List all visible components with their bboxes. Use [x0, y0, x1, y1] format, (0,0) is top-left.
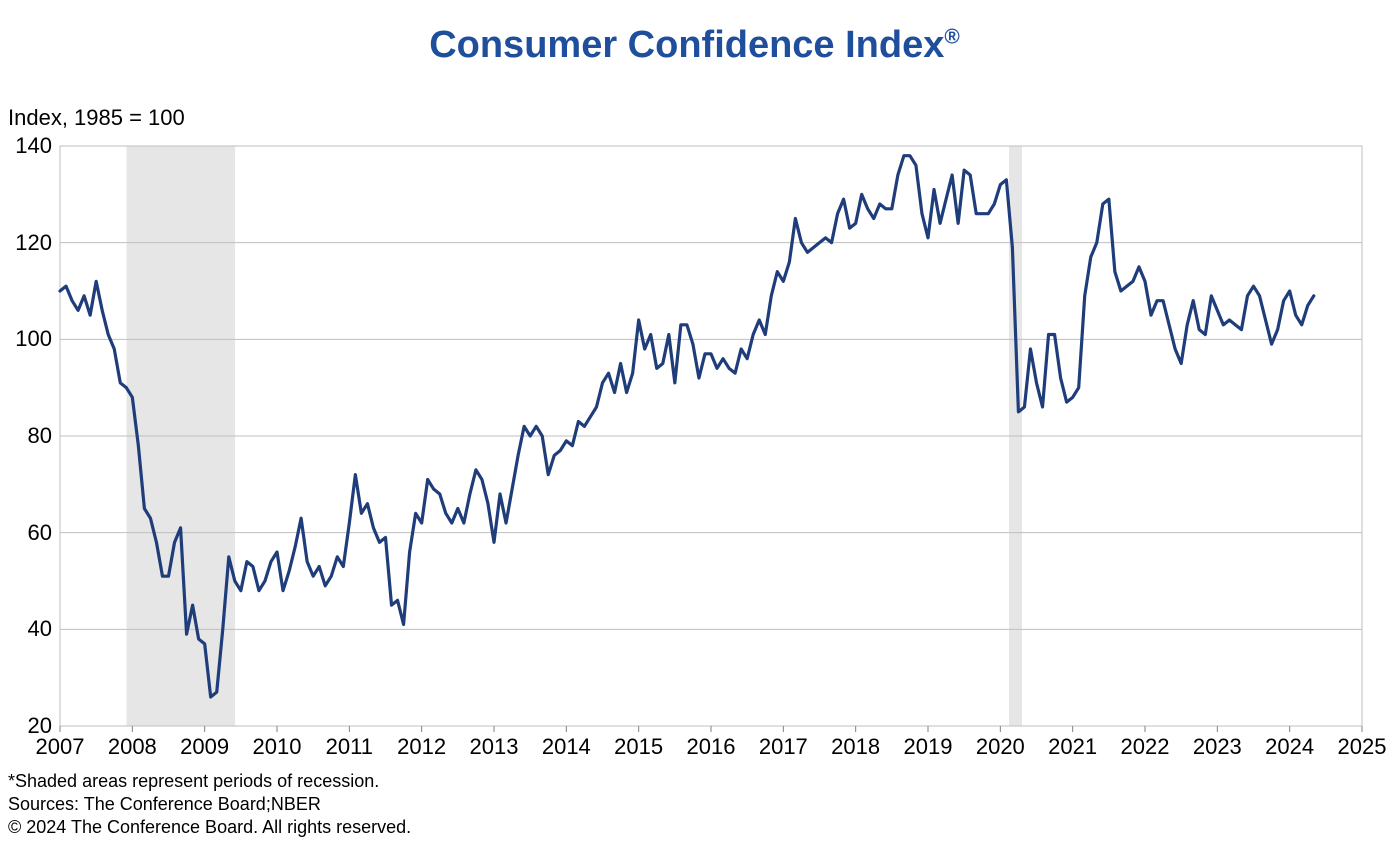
x-tick-label: 2022 — [1121, 734, 1170, 760]
x-tick-label: 2016 — [687, 734, 736, 760]
x-tick-label: 2019 — [904, 734, 953, 760]
y-tick-label: 40 — [28, 616, 52, 642]
y-tick-label: 100 — [15, 326, 52, 352]
chart-container: { "title": { "text_html": "Consumer Conf… — [0, 0, 1389, 846]
x-tick-label: 2021 — [1048, 734, 1097, 760]
x-tick-label: 2025 — [1338, 734, 1387, 760]
x-tick-label: 2011 — [326, 734, 373, 760]
x-tick-label: 2018 — [831, 734, 880, 760]
x-tick-label: 2008 — [108, 734, 157, 760]
x-tick-label: 2014 — [542, 734, 591, 760]
x-tick-label: 2007 — [36, 734, 85, 760]
x-tick-label: 2009 — [180, 734, 229, 760]
x-tick-label: 2015 — [614, 734, 663, 760]
chart-subtitle: Index, 1985 = 100 — [8, 105, 185, 131]
x-tick-label: 2013 — [470, 734, 519, 760]
footnote-line: Sources: The Conference Board;NBER — [8, 793, 411, 816]
y-tick-label: 60 — [28, 520, 52, 546]
y-tick-label: 120 — [15, 230, 52, 256]
x-tick-label: 2023 — [1193, 734, 1242, 760]
line-chart — [60, 146, 1389, 786]
footnotes: *Shaded areas represent periods of reces… — [8, 770, 411, 839]
footnote-line: © 2024 The Conference Board. All rights … — [8, 816, 411, 839]
y-tick-label: 80 — [28, 423, 52, 449]
x-tick-label: 2020 — [976, 734, 1025, 760]
x-tick-label: 2017 — [759, 734, 808, 760]
x-tick-label: 2024 — [1265, 734, 1314, 760]
footnote-line: *Shaded areas represent periods of reces… — [8, 770, 411, 793]
x-tick-label: 2012 — [397, 734, 446, 760]
y-tick-label: 140 — [15, 133, 52, 159]
x-tick-label: 2010 — [253, 734, 302, 760]
chart-title: Consumer Confidence Index® — [0, 24, 1389, 67]
